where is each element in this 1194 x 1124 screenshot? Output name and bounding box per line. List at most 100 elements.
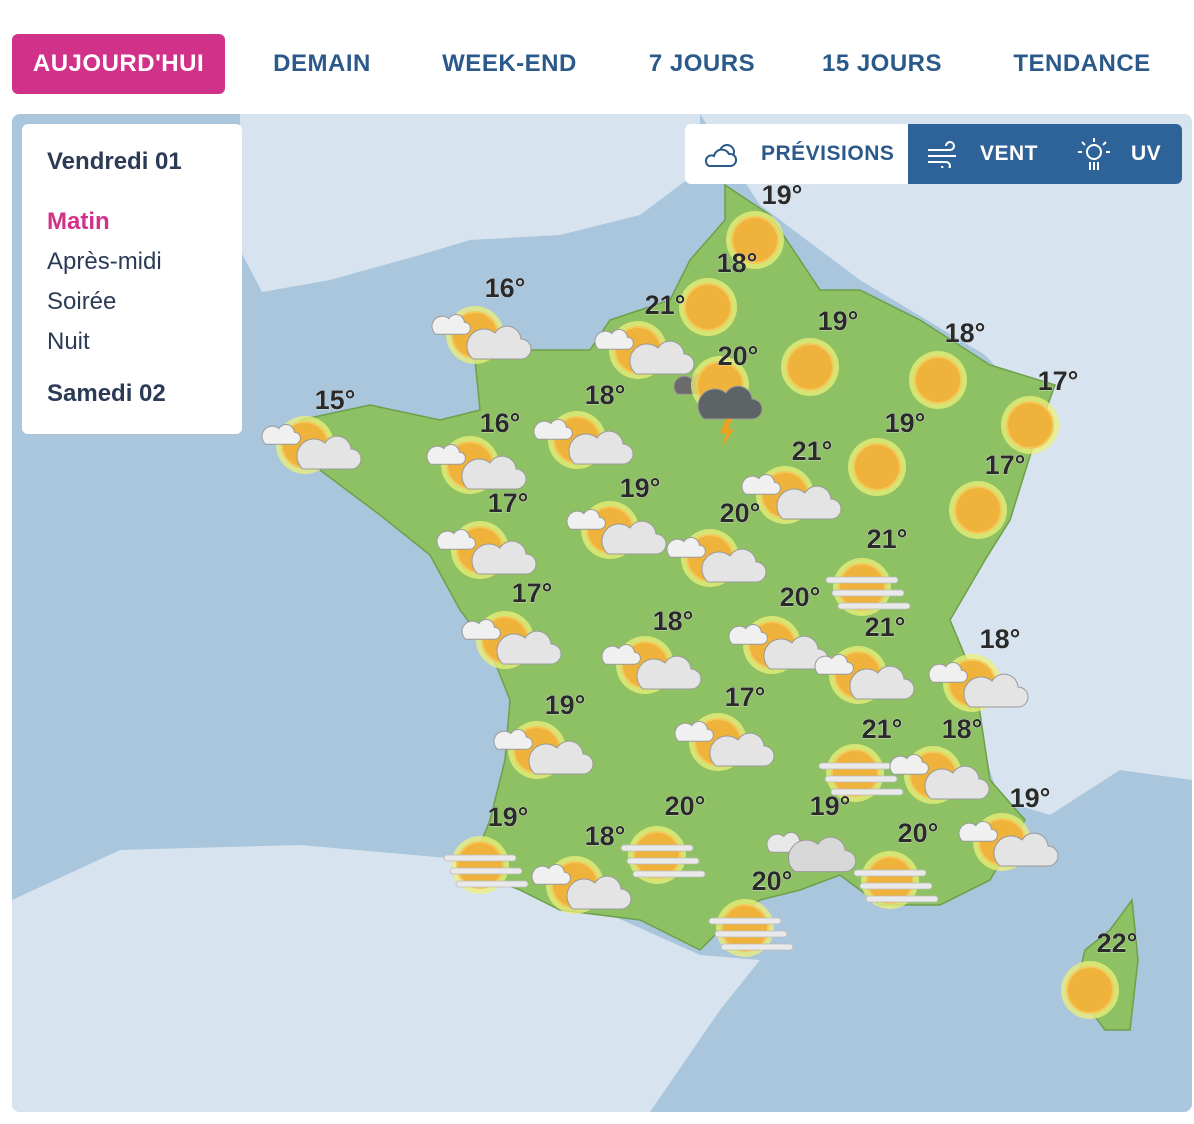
- temperature: 19°: [545, 690, 586, 720]
- sun: [954, 486, 1002, 534]
- temperature: 19°: [818, 306, 859, 336]
- weather-icon: [443, 836, 529, 894]
- cloud: [566, 875, 632, 910]
- temperature: 18°: [653, 606, 694, 636]
- sun: [456, 841, 504, 889]
- sun: [721, 904, 769, 952]
- cloud: [636, 655, 702, 690]
- sun: [914, 356, 962, 404]
- period[interactable]: Matin: [47, 208, 110, 235]
- weather-icon: [781, 338, 839, 396]
- weather-icon: [261, 416, 362, 474]
- cloud: [889, 754, 929, 775]
- temperature: 18°: [585, 821, 626, 851]
- layer-button[interactable]: PRÉVISIONS: [685, 124, 908, 184]
- layer-button[interactable]: UV: [1131, 142, 1162, 165]
- cloud: [709, 732, 775, 767]
- cloud: [697, 385, 763, 420]
- tab[interactable]: 7 JOURS: [648, 50, 756, 77]
- temperature: 21°: [865, 612, 906, 642]
- temperature: 19°: [762, 180, 803, 210]
- temperature: 21°: [862, 714, 903, 744]
- cloud: [426, 444, 466, 465]
- sun: [866, 856, 914, 904]
- map-canvas: 19° 18° 21° 16° 15° 19° 18° 17° 20° 18° 16° 19° 21° 1…: [12, 114, 1192, 1112]
- weather-icon: [679, 278, 737, 336]
- fog-line: [818, 762, 892, 770]
- temperature: 19°: [620, 473, 661, 503]
- temperature: 19°: [885, 408, 926, 438]
- weather-icon: [461, 611, 562, 669]
- temperature: 17°: [488, 488, 529, 518]
- temperature: 22°: [1097, 928, 1138, 958]
- period[interactable]: Soirée: [47, 288, 117, 315]
- day-panel: Vendredi 01 Matin Après-midi Soirée Nuit…: [22, 124, 242, 434]
- sun: [786, 343, 834, 391]
- cloud: [528, 740, 594, 775]
- weather-icon: [566, 501, 667, 559]
- weather-icon: [620, 826, 706, 884]
- cloud: [629, 340, 695, 375]
- day-label[interactable]: Samedi 02: [47, 380, 166, 407]
- temperature: 20°: [720, 498, 761, 528]
- sun: [1006, 401, 1054, 449]
- cloud: [701, 548, 767, 583]
- cloud: [924, 765, 990, 800]
- temperature: 21°: [792, 436, 833, 466]
- icon: [704, 144, 738, 167]
- tab[interactable]: TENDANCE: [1013, 50, 1151, 77]
- fog-line: [865, 895, 939, 903]
- cloud: [601, 520, 667, 555]
- temperature: 19°: [1010, 783, 1051, 813]
- temperature: 17°: [1038, 366, 1079, 396]
- sun: [831, 749, 879, 797]
- map: 19° 18° 21° 16° 15° 19° 18° 17° 20° 18° 16° 19° 21° 1…: [12, 114, 1192, 1112]
- cloud: [963, 673, 1029, 708]
- cloud: [728, 624, 768, 645]
- fog-line: [837, 602, 911, 610]
- cloud: [568, 430, 634, 465]
- temperature: 18°: [945, 318, 986, 348]
- weather-icon: [1001, 396, 1059, 454]
- fog-line: [449, 867, 523, 875]
- icon: [1078, 138, 1110, 170]
- cloud: [601, 644, 641, 665]
- cloud: [788, 836, 857, 873]
- land-england: [240, 114, 700, 292]
- layer-label: PRÉVISIONS: [761, 142, 895, 165]
- temperature: 17°: [985, 450, 1026, 480]
- weather-icon: [533, 411, 634, 469]
- cloud: [531, 864, 571, 885]
- cloud: [993, 832, 1059, 867]
- sun: [684, 283, 732, 331]
- cloud: [814, 654, 854, 675]
- tab[interactable]: WEEK-END: [442, 50, 577, 77]
- fog-line: [830, 788, 904, 796]
- fog-line: [853, 869, 927, 877]
- fog-line: [825, 576, 899, 584]
- day-label[interactable]: Vendredi 01: [47, 148, 182, 175]
- sun: [838, 563, 886, 611]
- period[interactable]: Après-midi: [47, 248, 162, 275]
- weather-layer: 19° 18° 21° 16° 15° 19° 18° 17° 20° 18° 16° 19° 21° 1…: [261, 180, 1138, 1019]
- tab[interactable]: AUJOURD'HUI: [12, 34, 225, 94]
- weather-icon: [594, 321, 695, 379]
- tab[interactable]: 15 JOURS: [821, 50, 943, 77]
- cloud: [776, 485, 842, 520]
- fog-line: [626, 857, 700, 865]
- temperature: 20°: [718, 341, 759, 371]
- tab[interactable]: DEMAIN: [273, 50, 371, 77]
- fog-line: [824, 775, 898, 783]
- weather-icon: [818, 744, 904, 802]
- weather-icon: [928, 654, 1029, 712]
- fog-line: [443, 854, 517, 862]
- fog-line: [859, 882, 933, 890]
- weather-icon: [426, 436, 527, 494]
- cloud: [261, 424, 301, 445]
- period[interactable]: Nuit: [47, 328, 90, 355]
- weather-icon: [673, 356, 763, 447]
- layer-button[interactable]: VENT: [980, 142, 1039, 165]
- cloud: [566, 509, 606, 530]
- layer-toggle: PRÉVISIONS VENT UV: [685, 124, 1182, 184]
